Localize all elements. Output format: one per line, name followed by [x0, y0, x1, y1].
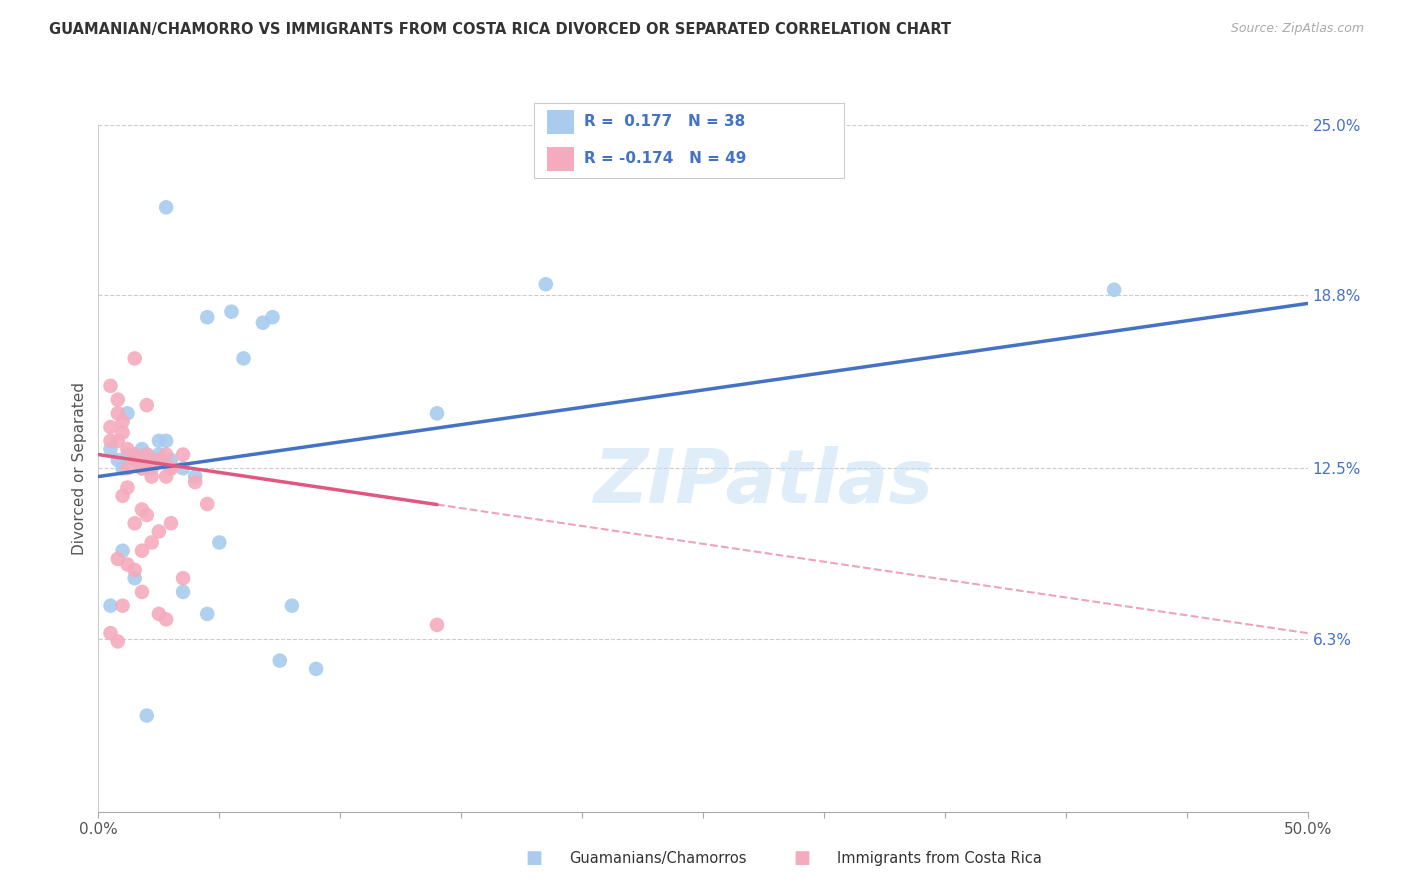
- Point: [135, 461, 157, 475]
- Point: [111, 543, 134, 558]
- Point: [148, 453, 170, 467]
- Point: [155, 448, 177, 462]
- Point: [148, 453, 170, 467]
- Point: [141, 535, 163, 549]
- Point: [135, 448, 157, 462]
- Point: [131, 502, 153, 516]
- Point: [262, 310, 284, 325]
- Text: Immigrants from Costa Rica: Immigrants from Costa Rica: [837, 851, 1042, 865]
- Point: [131, 461, 153, 475]
- Text: ■: ■: [793, 849, 810, 867]
- Point: [184, 475, 207, 489]
- Point: [117, 558, 139, 572]
- Point: [124, 448, 146, 462]
- Point: [111, 599, 134, 613]
- Point: [534, 277, 557, 292]
- Point: [124, 448, 146, 462]
- Point: [131, 442, 153, 456]
- Point: [100, 379, 122, 393]
- Point: [232, 351, 254, 366]
- Bar: [547, 111, 575, 135]
- Point: [172, 448, 194, 462]
- Point: [155, 469, 177, 483]
- Point: [107, 634, 129, 648]
- Point: [184, 469, 207, 483]
- Point: [131, 453, 153, 467]
- Point: [1102, 283, 1125, 297]
- Point: [124, 571, 146, 585]
- Point: [160, 453, 183, 467]
- Point: [131, 585, 153, 599]
- Point: [195, 607, 218, 621]
- Point: [148, 607, 170, 621]
- Point: [252, 316, 274, 330]
- Point: [305, 662, 328, 676]
- Point: [100, 420, 122, 434]
- Point: [281, 599, 304, 613]
- Point: [155, 434, 177, 448]
- Point: [426, 618, 449, 632]
- Point: [135, 508, 157, 522]
- Point: [111, 461, 134, 475]
- Point: [107, 392, 129, 407]
- Point: [221, 304, 243, 318]
- Point: [172, 571, 194, 585]
- Point: [195, 497, 218, 511]
- Point: [107, 453, 129, 467]
- Point: [107, 552, 129, 566]
- Point: [148, 453, 170, 467]
- Point: [135, 398, 157, 412]
- Point: [208, 535, 231, 549]
- Point: [141, 453, 163, 467]
- Point: [117, 481, 139, 495]
- Point: [135, 461, 157, 475]
- Point: [124, 516, 146, 531]
- Point: [111, 415, 134, 429]
- Point: [155, 200, 177, 214]
- Point: [172, 585, 194, 599]
- Text: Guamanians/Chamorros: Guamanians/Chamorros: [569, 851, 747, 865]
- Point: [135, 448, 157, 462]
- Point: [269, 654, 291, 668]
- Point: [100, 442, 122, 456]
- Text: GUAMANIAN/CHAMORRO VS IMMIGRANTS FROM COSTA RICA DIVORCED OR SEPARATED CORRELATI: GUAMANIAN/CHAMORRO VS IMMIGRANTS FROM CO…: [49, 22, 952, 37]
- Text: ■: ■: [526, 849, 543, 867]
- Point: [100, 599, 122, 613]
- Point: [148, 524, 170, 539]
- Point: [100, 434, 122, 448]
- Text: Source: ZipAtlas.com: Source: ZipAtlas.com: [1230, 22, 1364, 36]
- Point: [148, 448, 170, 462]
- Point: [131, 543, 153, 558]
- Point: [148, 434, 170, 448]
- Point: [131, 461, 153, 475]
- Point: [195, 310, 218, 325]
- Point: [111, 489, 134, 503]
- Point: [107, 406, 129, 420]
- Point: [117, 406, 139, 420]
- Point: [117, 461, 139, 475]
- Point: [160, 516, 183, 531]
- Point: [141, 461, 163, 475]
- Point: [124, 453, 146, 467]
- Point: [117, 448, 139, 462]
- Y-axis label: Divorced or Separated: Divorced or Separated: [72, 382, 87, 555]
- Point: [160, 461, 183, 475]
- Point: [107, 434, 129, 448]
- Text: ZIPatlas: ZIPatlas: [593, 445, 934, 518]
- Point: [124, 453, 146, 467]
- Point: [124, 563, 146, 577]
- Point: [135, 708, 157, 723]
- Point: [155, 612, 177, 626]
- Point: [141, 469, 163, 483]
- Point: [160, 461, 183, 475]
- Point: [100, 626, 122, 640]
- Point: [111, 425, 134, 440]
- Text: R =  0.177   N = 38: R = 0.177 N = 38: [583, 114, 745, 129]
- Point: [172, 461, 194, 475]
- Bar: [547, 146, 575, 171]
- Point: [426, 406, 449, 420]
- Text: R = -0.174   N = 49: R = -0.174 N = 49: [583, 151, 747, 166]
- Point: [124, 351, 146, 366]
- Point: [117, 442, 139, 456]
